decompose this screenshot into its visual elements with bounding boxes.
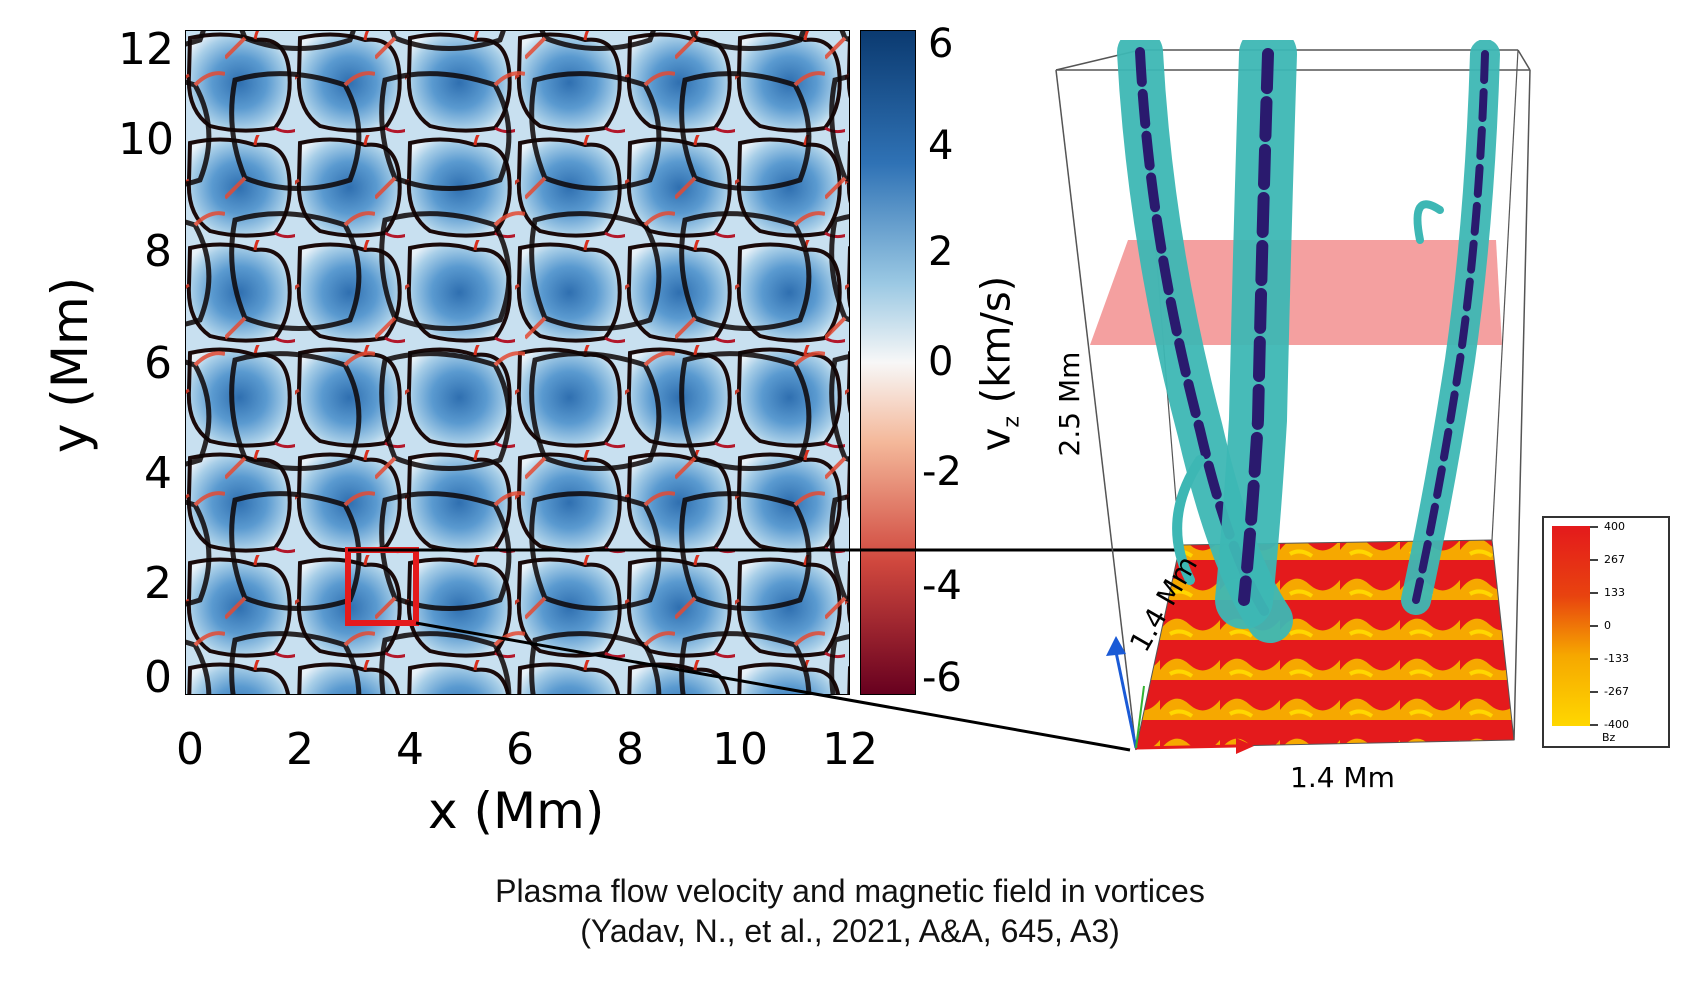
y-tick-label: 0 [144, 652, 172, 703]
x-tick-label: 10 [712, 724, 768, 775]
x-axis-title: x (Mm) [428, 782, 605, 840]
bz-colorbar [1552, 526, 1590, 726]
bz-tick-label: 133 [1604, 586, 1625, 599]
colorbar-tick-label: 0 [928, 339, 954, 385]
x-tick-label: 2 [286, 724, 314, 775]
colorbar-tick-label: -2 [922, 449, 962, 495]
colorbar-tick-label: -4 [922, 563, 962, 609]
x-tick-label: 0 [176, 724, 204, 775]
vortex-tubes [1117, 40, 1500, 643]
y-tick-label: 10 [118, 114, 174, 165]
bz-tick-label: 0 [1604, 619, 1611, 632]
vortex-3d-render [1055, 40, 1531, 754]
bz-tick-label: -400 [1604, 718, 1629, 731]
velocity-map [185, 30, 850, 695]
velocity-colorbar [860, 30, 916, 695]
bz-tick-label: -133 [1604, 652, 1629, 665]
x-tick-label: 12 [822, 724, 878, 775]
bz-colorbar-frame: 400 267 133 0 -133 -267 -400 Bz [1542, 516, 1670, 748]
x-tick-label: 6 [506, 724, 534, 775]
x-tick-label: 8 [616, 724, 644, 775]
y-tick-label: 12 [118, 24, 174, 75]
y-tick-label: 6 [144, 338, 172, 389]
bz-tick-label: 267 [1604, 553, 1625, 566]
colorbar-tick-label: -6 [922, 655, 962, 701]
bz-tick-label: 400 [1604, 520, 1625, 533]
colorbar-tick-label: 6 [928, 21, 954, 67]
colorbar-tick-label: 2 [928, 229, 954, 275]
velocity-map-panel: 12 10 8 6 4 2 0 0 2 4 6 8 10 12 x (Mm) y… [0, 0, 1025, 836]
bz-colorbar-title: Bz [1602, 731, 1616, 744]
height-dimension-label: 2.5 Mm [1053, 351, 1086, 457]
figure-caption-line-1: Plasma flow velocity and magnetic field … [495, 873, 1205, 909]
y-tick-label: 8 [144, 226, 172, 277]
width-dimension-label: 1.4 Mm [1290, 761, 1395, 794]
y-tick-label: 2 [144, 558, 172, 609]
y-tick-label: 4 [144, 448, 172, 499]
colorbar-tick-label: 4 [928, 123, 954, 169]
figure-caption-line-2: (Yadav, N., et al., 2021, A&A, 645, A3) [580, 913, 1120, 949]
x-tick-label: 4 [396, 724, 424, 775]
bz-tick-label: -267 [1604, 685, 1629, 698]
